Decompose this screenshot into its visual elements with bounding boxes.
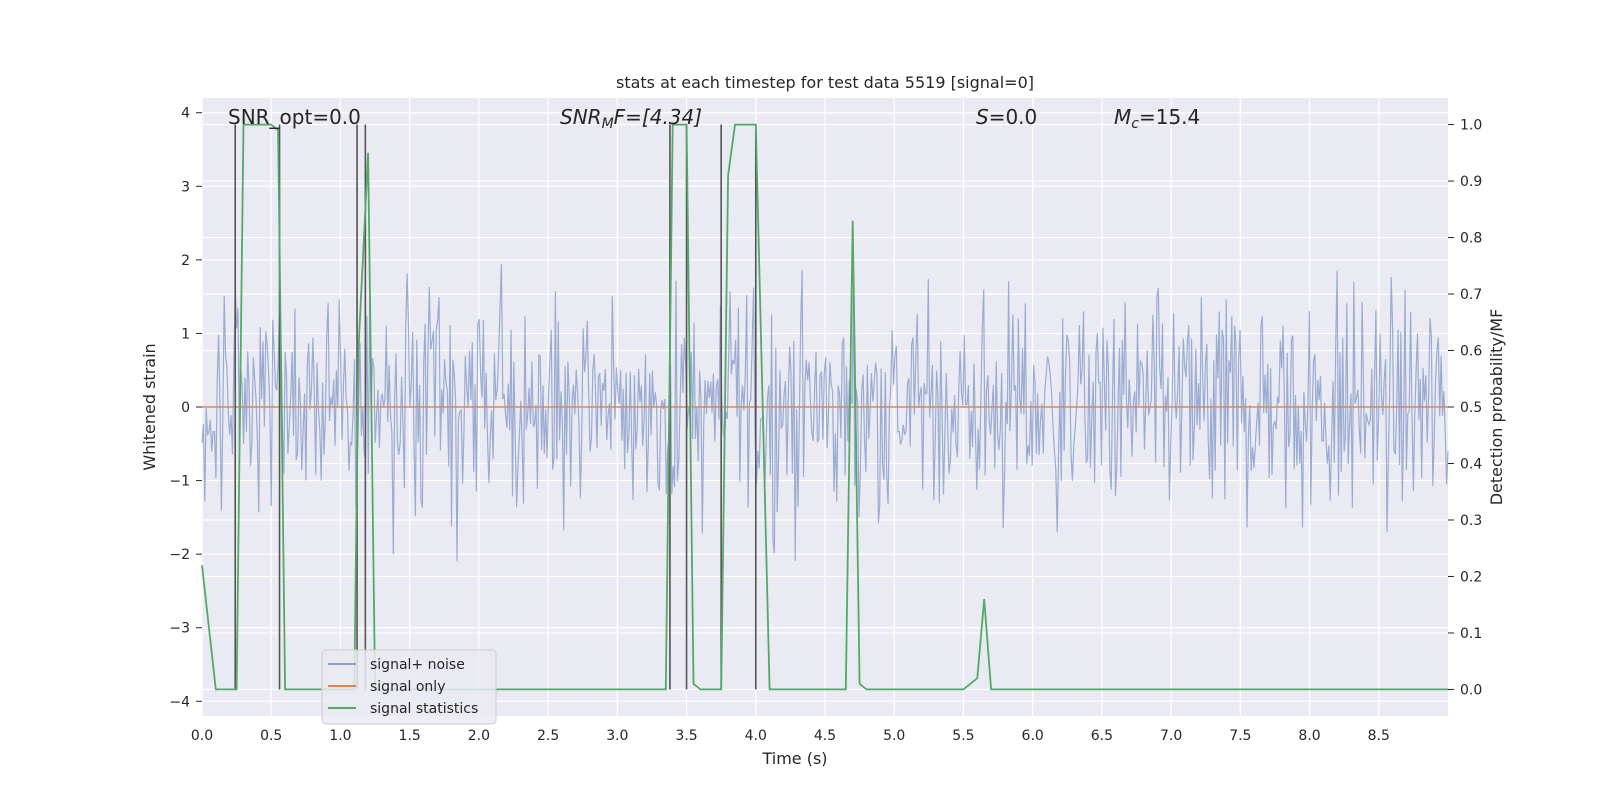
y2-tick-label: 1.0 bbox=[1460, 118, 1482, 134]
x-tick-label: 1.0 bbox=[329, 728, 351, 744]
x-tick-label: 4.5 bbox=[814, 728, 836, 744]
y2-tick-label: 0.5 bbox=[1460, 400, 1482, 416]
x-tick-label: 1.5 bbox=[399, 728, 421, 744]
y-tick-label: −2 bbox=[169, 547, 190, 563]
annotation-snr-mf: SNRMF=[4.34] bbox=[560, 105, 702, 132]
y2-tick-label: 0.7 bbox=[1460, 287, 1482, 303]
annotation-s: S=0.0 bbox=[976, 105, 1037, 129]
series-signal-statistics bbox=[201, 123, 1448, 691]
x-tick-label: 2.5 bbox=[537, 728, 559, 744]
x-tick-label: 3.5 bbox=[675, 728, 697, 744]
y2-axis-label: Detection probability/MF bbox=[1487, 309, 1506, 506]
y-tick-label: 2 bbox=[181, 253, 190, 269]
y-tick-label: 4 bbox=[181, 106, 190, 122]
x-tick-label: 4.0 bbox=[745, 728, 767, 744]
y2-tick-label: 0.1 bbox=[1460, 626, 1482, 642]
legend-label-noise: signal+ noise bbox=[370, 657, 465, 673]
x-axis-label: Time (s) bbox=[761, 749, 827, 768]
legend-label-statistics: signal statistics bbox=[370, 701, 478, 717]
chart-title: stats at each timestep for test data 551… bbox=[616, 73, 1034, 92]
y-tick-label: −3 bbox=[169, 621, 190, 637]
noise-trace bbox=[201, 264, 1449, 562]
annotation-snr-opt: SNR_opt=0.0 bbox=[228, 105, 361, 129]
axis-ticks: 0.0 0.5 1.0 1.5 2.0 2.5 3.0 3.5 4.0 4.5 5.0 5.5 6.0 6… bbox=[169, 106, 1482, 744]
y-tick-label: −4 bbox=[169, 694, 190, 710]
y2-tick-label: 0.6 bbox=[1460, 344, 1482, 360]
y-tick-label: 3 bbox=[181, 179, 190, 195]
x-tick-label: 0.0 bbox=[191, 728, 213, 744]
y-axis-label: Whitened strain bbox=[140, 343, 159, 470]
annotation-mc: Mc=15.4 bbox=[1114, 105, 1200, 132]
y-tick-label: 0 bbox=[181, 400, 190, 416]
y2-tick-label: 0.4 bbox=[1460, 456, 1482, 472]
x-tick-label: 5.5 bbox=[952, 728, 974, 744]
x-tick-label: 7.0 bbox=[1160, 728, 1182, 744]
y2-tick-label: 0.9 bbox=[1460, 174, 1482, 190]
x-tick-label: 5.0 bbox=[883, 728, 905, 744]
y2-tick-label: 0.0 bbox=[1460, 682, 1482, 698]
x-tick-label: 6.5 bbox=[1091, 728, 1113, 744]
x-tick-label: 7.5 bbox=[1229, 728, 1251, 744]
legend: signal+ noise signal only signal statist… bbox=[321, 649, 497, 725]
x-tick-label: 8.5 bbox=[1368, 728, 1390, 744]
statistics-line bbox=[201, 123, 1448, 691]
x-tick-label: 0.5 bbox=[260, 728, 282, 744]
legend-label-signal-only: signal only bbox=[370, 679, 445, 695]
x-tick-label: 3.0 bbox=[606, 728, 628, 744]
x-tick-label: 6.0 bbox=[1022, 728, 1044, 744]
legend-box bbox=[321, 649, 497, 725]
y2-tick-label: 0.3 bbox=[1460, 513, 1482, 529]
x-tick-label: 2.0 bbox=[468, 728, 490, 744]
y-tick-label: 1 bbox=[181, 326, 190, 342]
y-tick-label: −1 bbox=[169, 474, 190, 490]
y2-tick-label: 0.8 bbox=[1460, 231, 1482, 247]
x-tick-label: 8.0 bbox=[1298, 728, 1320, 744]
y2-tick-label: 0.2 bbox=[1460, 569, 1482, 585]
series-signal-plus-noise bbox=[201, 264, 1449, 562]
